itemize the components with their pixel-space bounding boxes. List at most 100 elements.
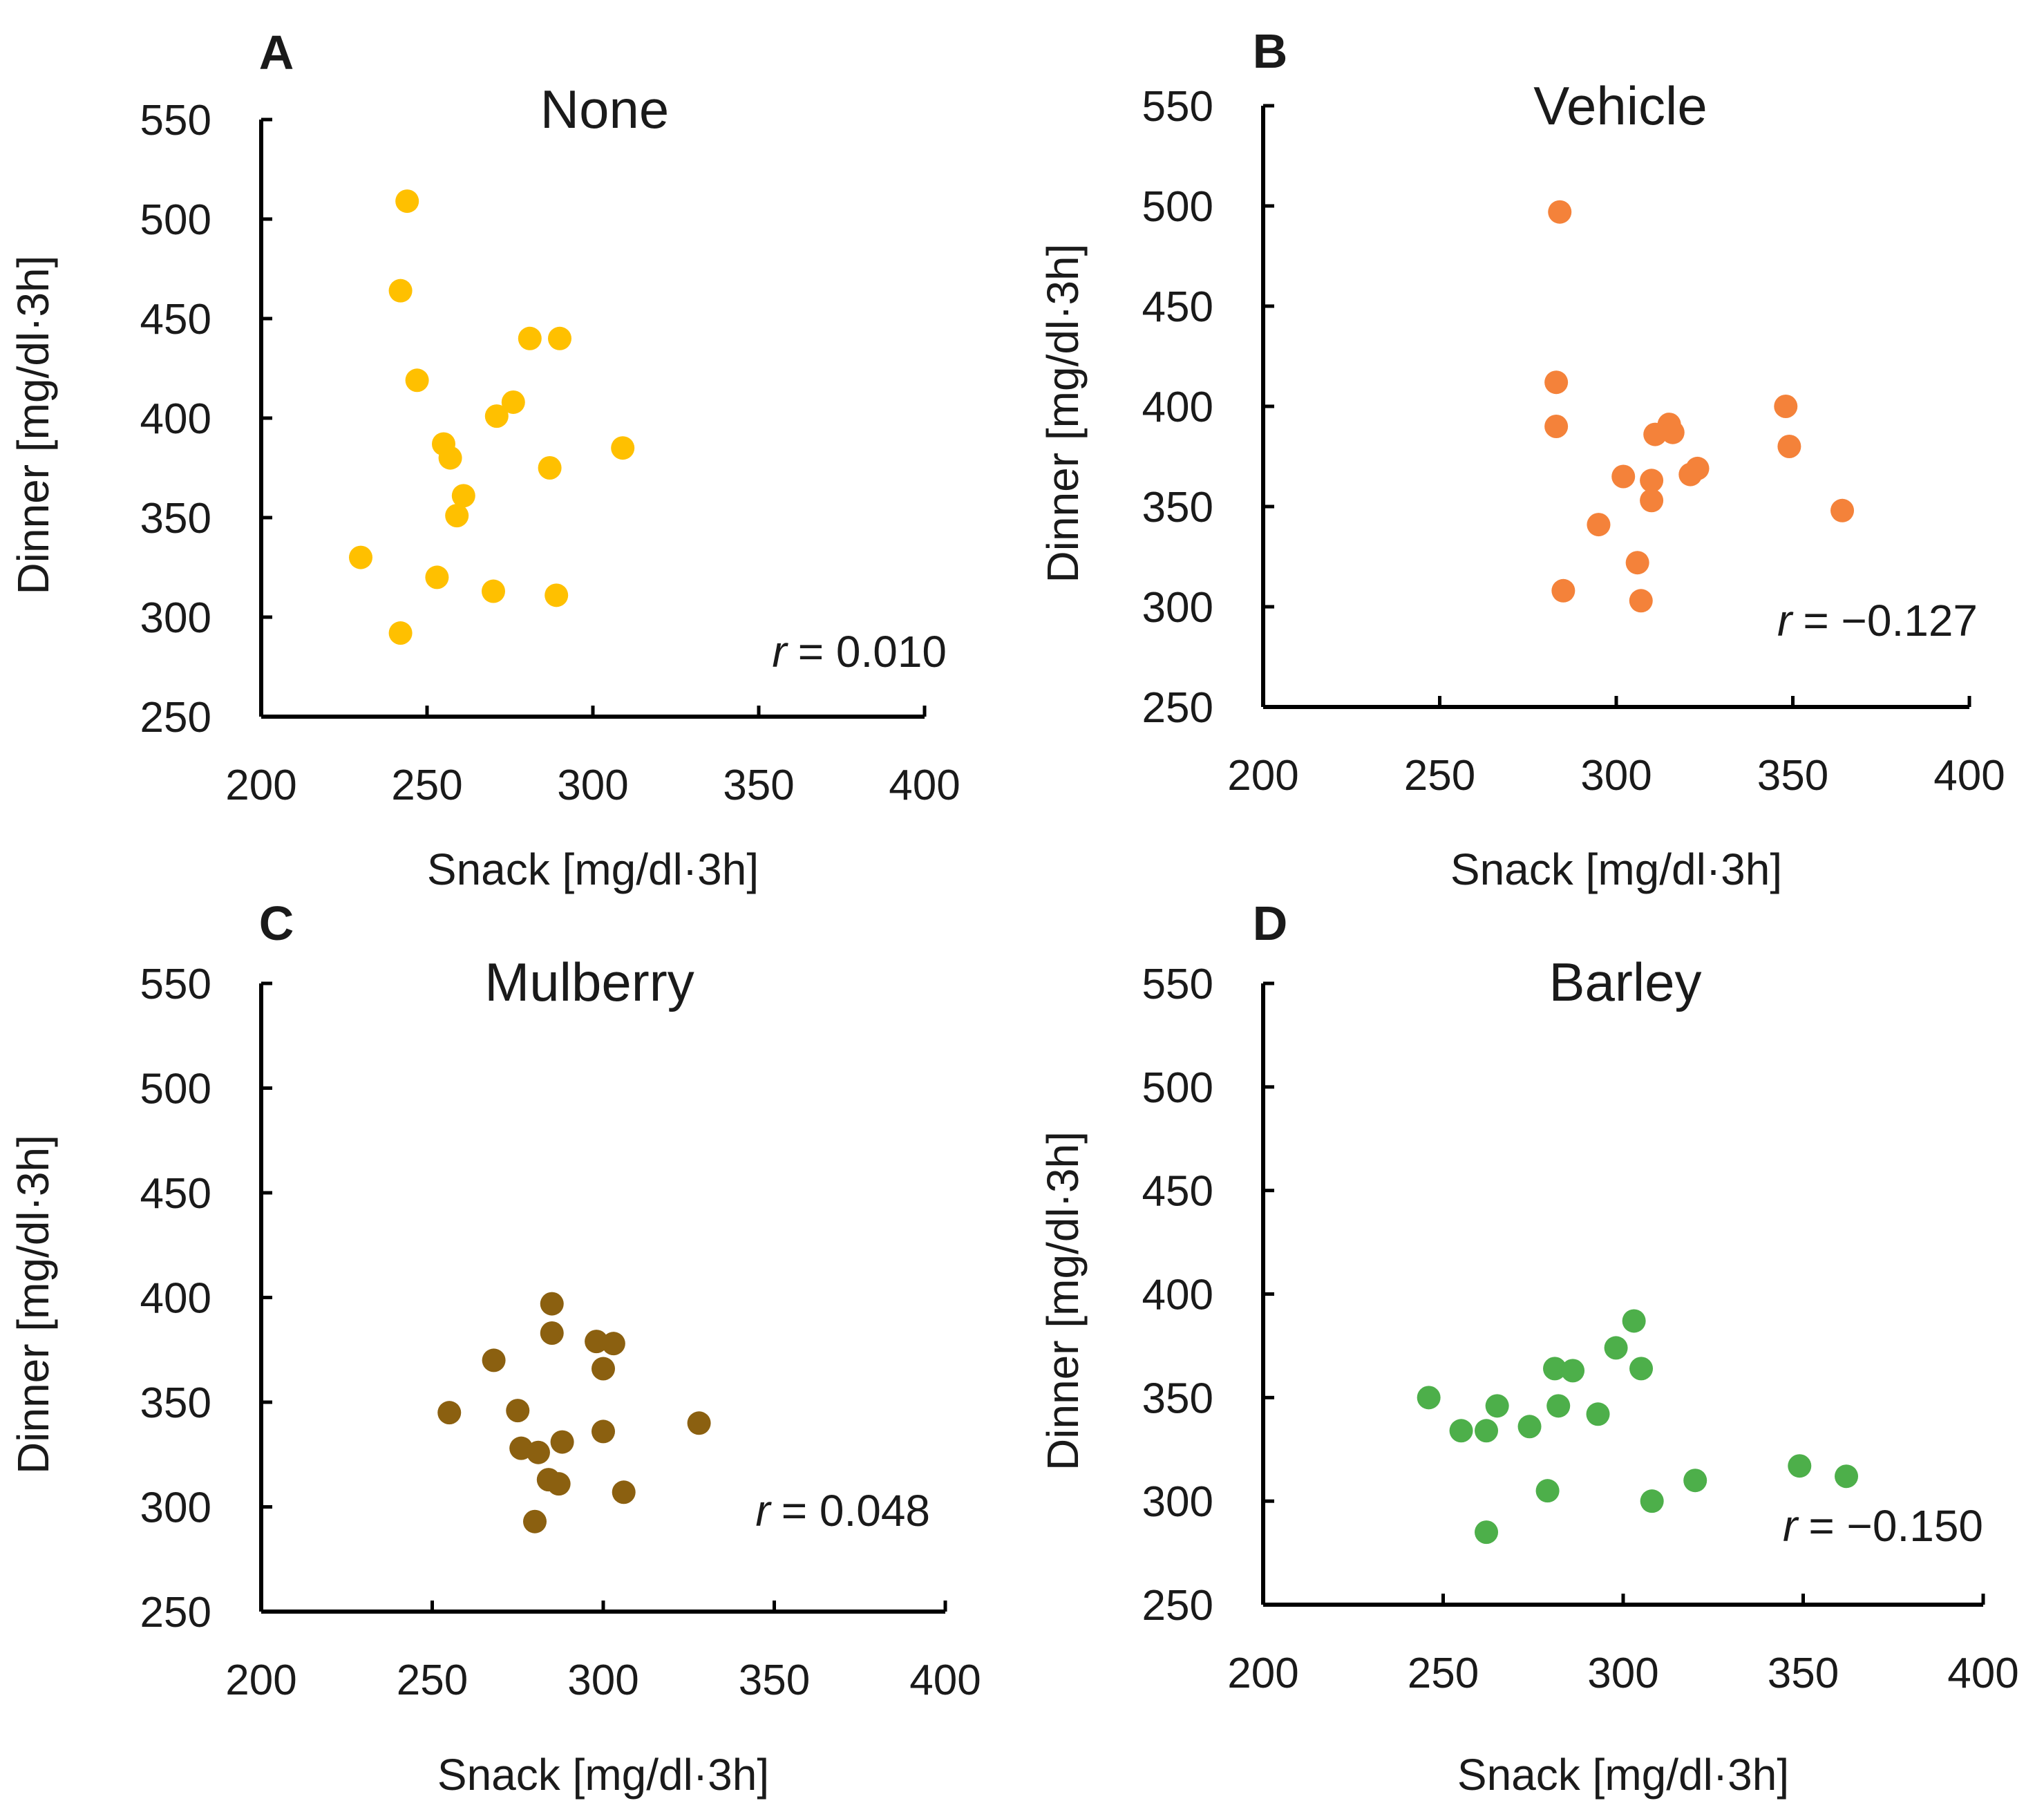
panel-d-x-tick-label: 300 — [1587, 1650, 1658, 1697]
panel-b-y-tick-label: 400 — [1142, 384, 1213, 431]
panel-b-data-point — [1640, 469, 1664, 493]
panel-d-x-axis-label: Snack [mg/dl·3h] — [1457, 1750, 1789, 1800]
panel-b-x-tick-label: 400 — [1933, 752, 2005, 800]
panel-d-x-tick-label: 250 — [1408, 1650, 1479, 1697]
panel-d-data-point — [1788, 1454, 1812, 1478]
panel-d-y-tick-label: 400 — [1142, 1272, 1213, 1319]
panel-a-data-point — [451, 484, 475, 508]
panel-b: B Vehicle 250 300 350 400 450 500 550 200 250 300 35… — [1038, 24, 2005, 894]
panel-a-y-tick-label: 550 — [140, 97, 211, 144]
panel-b-y-tick-label: 300 — [1142, 584, 1213, 632]
panel-a-data-point — [538, 456, 562, 480]
panel-d-data-point — [1546, 1394, 1571, 1418]
panel-b-y-tick-label: 250 — [1142, 684, 1213, 732]
panel-b-x-tick-label: 200 — [1227, 752, 1298, 800]
panel-d-data-point — [1835, 1464, 1859, 1489]
panel-c-y-tick-label: 350 — [140, 1379, 211, 1427]
panel-a-y-tick-label: 500 — [140, 196, 211, 244]
panel-b-x-tick-label: 250 — [1404, 752, 1475, 800]
panel-c-data-point — [523, 1509, 547, 1533]
panel-d-data-point — [1561, 1359, 1585, 1383]
panel-c-data-point — [526, 1440, 550, 1464]
panel-a-letter: A — [259, 26, 294, 79]
panel-c-x-tick-label: 400 — [909, 1657, 981, 1704]
panel-a-y-tick-label: 300 — [140, 594, 211, 642]
panel-a-data-point — [611, 436, 635, 460]
panel-b-title: Vehicle — [1533, 75, 1707, 136]
panel-c-x-tick-label: 250 — [397, 1657, 468, 1704]
panel-a-x-tick-label: 350 — [723, 762, 794, 809]
panel-c-data-point — [482, 1348, 506, 1372]
panel-a-data-point — [438, 446, 462, 470]
panel-a-r-symbol: r — [772, 627, 788, 677]
panel-c-y-tick-label: 400 — [140, 1275, 211, 1323]
panel-a-y-tick-label: 400 — [140, 395, 211, 443]
panel-a-data-point — [388, 279, 413, 303]
panel-c-x-tick-label: 350 — [739, 1657, 810, 1704]
panel-a-data-point — [405, 368, 429, 393]
panel-c-data-point — [437, 1401, 462, 1425]
panel-d-data-point — [1417, 1386, 1441, 1410]
panel-d-data-point — [1683, 1469, 1707, 1493]
panel-d-y-tick-label: 450 — [1142, 1168, 1213, 1216]
panel-a-data-point — [501, 390, 525, 414]
panel-c-y-tick-label: 550 — [140, 961, 211, 1008]
panel-b-data-point — [1678, 462, 1703, 487]
panel-d-r-value: = −0.150 — [1808, 1501, 1983, 1551]
panel-d-x-tick-label: 400 — [1947, 1650, 2018, 1697]
panel-c-title: Mulberry — [484, 952, 694, 1012]
panel-b-y-tick-label: 500 — [1142, 183, 1213, 231]
panel-d-correlation-label: r = −0.150 — [1783, 1501, 1983, 1551]
panel-b-data-point — [1611, 464, 1636, 489]
panel-b-data-point — [1625, 551, 1649, 575]
panel-a-y-tick-label: 450 — [140, 296, 211, 343]
panel-d-y-axis-label: Dinner [mg/dl·3h] — [1038, 1131, 1088, 1471]
panel-a-data-point — [395, 189, 419, 214]
panel-c-data-point — [687, 1411, 711, 1435]
panel-d-data-point — [1535, 1479, 1560, 1503]
panel-b-data-point — [1629, 589, 1653, 613]
panel-a-title: None — [540, 79, 669, 140]
panel-a-y-tick-label: 350 — [140, 495, 211, 542]
panel-c-x-tick-label: 300 — [567, 1657, 638, 1704]
panel-c-x-axis-label: Snack [mg/dl·3h] — [437, 1750, 769, 1800]
panel-b-y-tick-label: 450 — [1142, 283, 1213, 331]
panel-c-data-point — [550, 1430, 574, 1454]
panel-c-r-symbol: r — [755, 1486, 772, 1536]
panel-b-data-point — [1774, 395, 1798, 418]
panel-d-y-tick-label: 500 — [1142, 1064, 1213, 1112]
panel-b-x-tick-label: 350 — [1757, 752, 1828, 800]
panel-c-data-point — [547, 1472, 571, 1496]
panel-b-data-point — [1660, 420, 1685, 444]
panel-c-r-value: = 0.048 — [782, 1486, 930, 1536]
panel-a-correlation-label: r = 0.010 — [772, 627, 947, 677]
panel-d-data-point — [1485, 1394, 1509, 1418]
panel-a-y-axis-label: Dinner [mg/dl·3h] — [8, 256, 58, 595]
panel-c-data-point — [592, 1419, 615, 1444]
panel-a-x-axis-label: Snack [mg/dl·3h] — [427, 844, 759, 894]
panel-a-data-point — [425, 565, 449, 589]
panel-d-data-point — [1640, 1489, 1664, 1513]
panel-d-y-tick-label: 300 — [1142, 1478, 1213, 1526]
panel-a-y-tick-label: 250 — [140, 694, 211, 742]
panel-b-data-point — [1587, 513, 1611, 537]
panel-c-y-tick-label: 500 — [140, 1066, 211, 1113]
panel-b-letter: B — [1253, 24, 1288, 78]
panel-b-data-point — [1544, 415, 1569, 438]
panel-a-data-point — [482, 579, 505, 603]
panel-d-y-tick-label: 250 — [1142, 1582, 1213, 1630]
panel-d-data-point — [1586, 1402, 1610, 1426]
panel-b-data-point — [1643, 422, 1667, 446]
panel-d-data-point — [1622, 1309, 1646, 1333]
panel-a-data-point — [518, 326, 542, 350]
panel-b-data-point — [1830, 498, 1855, 522]
panel-b-correlation-label: r = −0.127 — [1777, 596, 1978, 645]
panel-d-letter: D — [1253, 896, 1288, 950]
panel-c-y-tick-label: 300 — [140, 1484, 211, 1532]
panel-d-data-point — [1475, 1520, 1499, 1545]
panel-c-data-point — [601, 1332, 625, 1356]
panel-b-y-tick-label: 350 — [1142, 484, 1213, 531]
panel-d-data-point — [1629, 1357, 1654, 1381]
panel-b-r-value: = −0.127 — [1803, 596, 1978, 645]
panel-b-data-point — [1544, 370, 1569, 395]
